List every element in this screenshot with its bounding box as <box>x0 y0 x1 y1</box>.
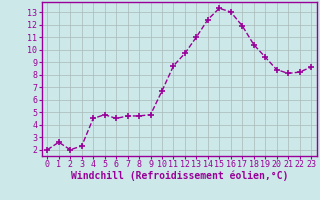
X-axis label: Windchill (Refroidissement éolien,°C): Windchill (Refroidissement éolien,°C) <box>70 171 288 181</box>
